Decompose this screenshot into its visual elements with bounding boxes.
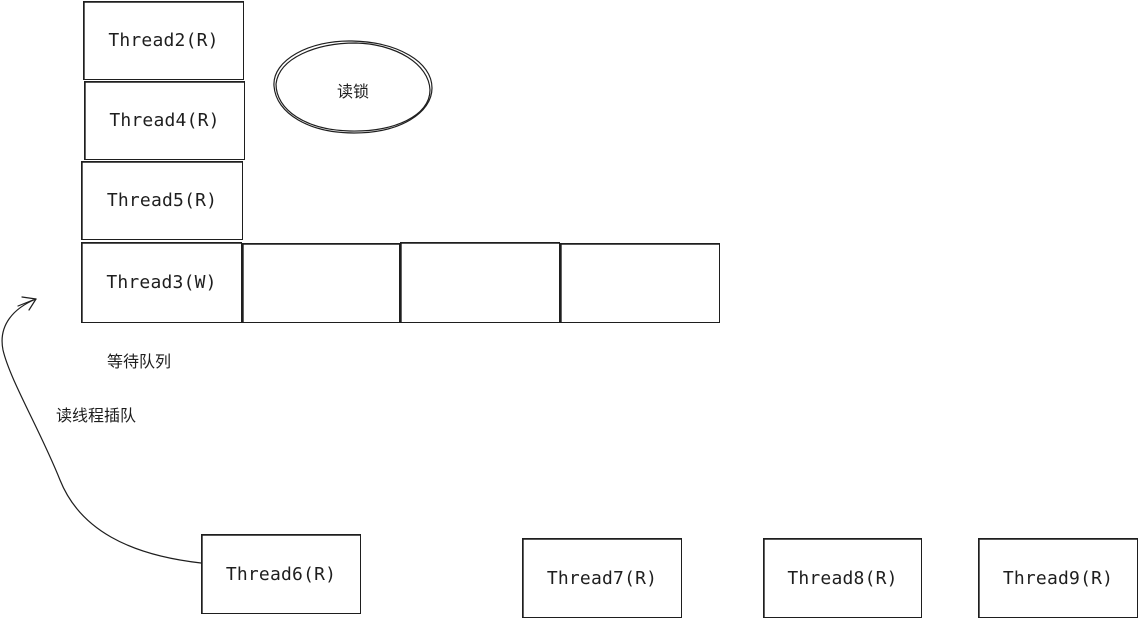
read-lock-label: 读锁 (336, 82, 369, 101)
queue-box-thread2: Thread2(R) (83, 1, 244, 80)
queue-box-thread4: Thread4(R) (84, 81, 245, 160)
thread4-label: Thread4(R) (109, 110, 220, 131)
incoming-box-thread6: Thread6(R) (201, 534, 361, 614)
incoming-box-thread7: Thread7(R) (522, 538, 682, 618)
queue-slot-empty-3 (560, 243, 720, 323)
queue-slot-empty-1 (242, 243, 400, 323)
thread3-label: Thread3(W) (106, 272, 217, 293)
queue-box-thread3: Thread3(W) (81, 242, 242, 323)
queue-box-thread5: Thread5(R) (81, 161, 243, 240)
wait-queue-label: 等待队列 (107, 352, 172, 371)
incoming-box-thread8: Thread8(R) (763, 538, 922, 618)
queue-slot-empty-2 (400, 242, 560, 323)
thread9-label: Thread9(R) (1002, 567, 1114, 589)
thread5-label: Thread5(R) (106, 190, 218, 211)
cut-in-arrow (1, 296, 202, 564)
read-lock-ellipse (273, 40, 433, 134)
cut-in-label: 读线程插队 (56, 406, 137, 425)
thread6-label: Thread6(R) (225, 563, 337, 585)
thread7-label: Thread7(R) (546, 567, 658, 589)
thread8-label: Thread8(R) (787, 567, 898, 589)
thread2-label: Thread2(R) (108, 30, 219, 51)
incoming-box-thread9: Thread9(R) (978, 538, 1138, 618)
